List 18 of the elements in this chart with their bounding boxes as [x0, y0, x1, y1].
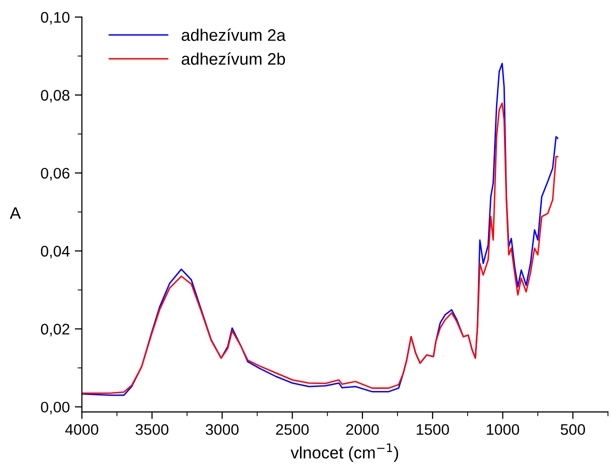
x-tick-label: 3000 [206, 424, 239, 435]
legend-label: adhezívum 2a [182, 28, 286, 41]
x-tick-label: 3500 [136, 424, 168, 435]
x-tick-label: 1000 [486, 424, 520, 435]
x-tick-label: 2500 [276, 424, 309, 435]
x-axis-title: vlnocet (cm$^{−1}$) [290, 444, 398, 462]
x-tick-label: 4000 [65, 424, 98, 435]
y-axis-title: A [10, 207, 21, 219]
y-tick-label: 0,00 [40, 402, 70, 414]
y-tick-label: 0,06 [40, 168, 70, 180]
legend-label: adhezívum 2b [182, 52, 285, 65]
x-tick-label: 2000 [346, 424, 379, 435]
y-tick-label: 0,08 [40, 90, 70, 103]
x-tick-label: 500 [560, 424, 586, 435]
y-tick-label: 0,04 [40, 246, 70, 258]
y-tick-label: 0,02 [40, 324, 70, 336]
x-tick-label: 1500 [416, 424, 449, 435]
y-tick-label: 0,10 [40, 12, 70, 25]
